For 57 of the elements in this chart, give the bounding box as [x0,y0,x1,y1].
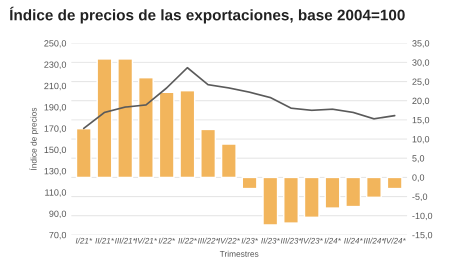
bar [345,176,362,208]
y2-tick-label: 30,0 [412,59,430,67]
x-tick-label: IV/21* [135,238,158,244]
x-tick-label: II/21* [95,238,114,244]
bar [117,58,134,178]
x-tick-label: I/22* [158,238,176,244]
x-tick-label: I/23* [242,238,258,244]
x-tick-label: III/21* [114,238,136,244]
y-tick-label: 190,0 [44,104,66,112]
x-tick-label: II/24* [344,238,363,244]
bar [96,58,112,178]
y-tick-label: 210,0 [44,82,66,90]
y-tick-label: 110,0 [45,189,66,197]
x-tick-label: IV/22* [218,238,240,244]
x-axis-title: Trimestres [220,250,258,257]
bar [304,176,320,218]
y-axis-title: Índice de precios [29,108,38,170]
y2-tick-label: 25,0 [412,78,430,86]
y-tick-label: 230,0 [44,61,66,69]
y-tick-label: 70,0 [49,232,66,240]
x-tick-label: I/21* [76,238,92,244]
line-series [82,66,396,130]
x-tick-label: II/22* [178,238,197,244]
bar [76,128,92,178]
bar [262,176,278,226]
bar [386,176,403,190]
bar [200,128,216,178]
y2-tick-label: 10,0 [412,136,430,144]
bar [242,176,258,190]
bar [138,77,154,178]
x-tick-label: IV/24* [384,238,406,244]
y2-tick-label: -5,0 [412,194,428,201]
x-tick-label: III/24* [364,238,385,244]
x-tick-label: III/22* [198,238,219,244]
chart-title: Índice de precios de las exportaciones, base 2004=100 [10,6,405,24]
x-tick-label: IV/23* [301,238,323,244]
y2-tick-label: -15,0 [412,232,432,240]
bar [324,176,340,209]
bar [179,90,196,178]
bar [283,176,299,224]
y2-tick-label: 35,0 [412,40,430,48]
bar [366,176,382,198]
y-tick-label: 90,0 [49,210,66,218]
y2-tick-label: 20,0 [412,98,430,106]
y2-tick-label: -10,0 [412,212,432,220]
y-tick-label: 170,0 [44,125,66,133]
x-tick-label: I/24* [324,238,341,244]
y2-tick-label: 0,0 [412,174,424,182]
bar [158,92,175,178]
x-tick-label: II/23* [261,238,280,244]
bar [220,143,237,178]
y2-tick-label: 5,0 [412,155,424,163]
y2-tick-label: 15,0 [412,116,430,124]
x-tick-label: III/23* [280,238,302,244]
y-tick-label: 150,0 [44,146,66,154]
y-tick-label: 130,0 [44,168,66,176]
y-tick-label: 250,0 [44,40,66,48]
